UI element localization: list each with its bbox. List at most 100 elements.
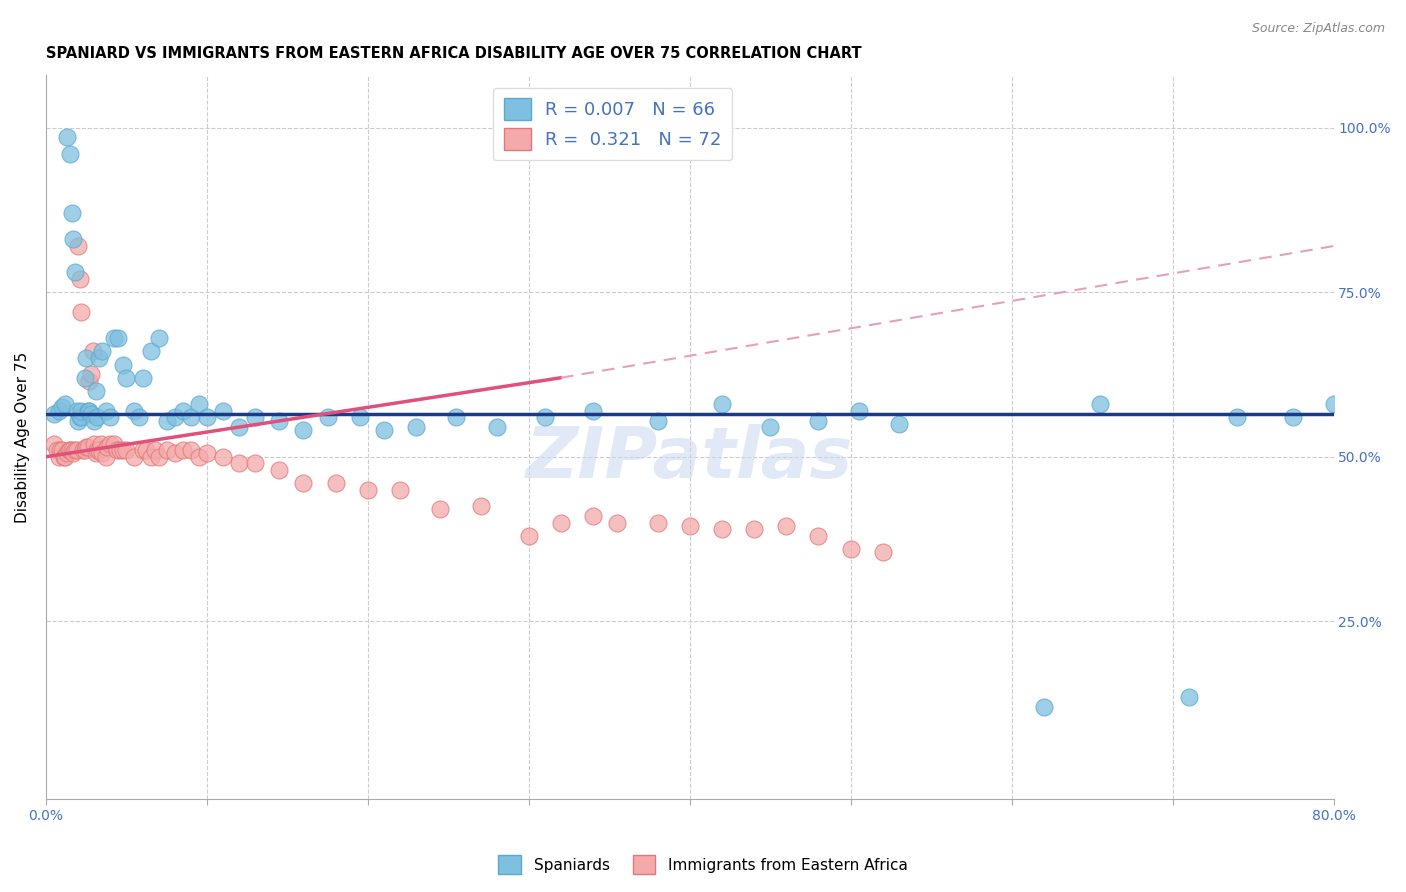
Point xyxy=(163,410,186,425)
Point xyxy=(131,443,153,458)
Point xyxy=(325,476,347,491)
Point xyxy=(349,410,371,425)
Point xyxy=(108,443,131,458)
Point xyxy=(105,443,128,458)
Point xyxy=(156,413,179,427)
Point xyxy=(163,446,186,460)
Point xyxy=(76,440,98,454)
Point xyxy=(62,232,84,246)
Point xyxy=(96,440,118,454)
Y-axis label: Disability Age Over 75: Disability Age Over 75 xyxy=(15,351,30,523)
Point xyxy=(131,370,153,384)
Point xyxy=(98,410,121,425)
Point xyxy=(115,443,138,458)
Point xyxy=(145,443,167,458)
Point xyxy=(1322,397,1344,411)
Point xyxy=(187,397,209,411)
Point xyxy=(46,443,69,458)
Point xyxy=(775,519,797,533)
Point xyxy=(86,410,108,425)
Point xyxy=(73,370,96,384)
Point xyxy=(195,410,218,425)
Point xyxy=(839,541,862,556)
Point xyxy=(91,344,114,359)
Point xyxy=(710,397,733,411)
Point xyxy=(292,424,315,438)
Point xyxy=(550,516,572,530)
Point xyxy=(53,450,76,464)
Point xyxy=(115,370,138,384)
Point xyxy=(87,351,110,365)
Point xyxy=(51,443,73,458)
Point xyxy=(245,410,267,425)
Legend: Spaniards, Immigrants from Eastern Africa: Spaniards, Immigrants from Eastern Afric… xyxy=(492,849,914,880)
Point xyxy=(112,358,135,372)
Point xyxy=(373,424,395,438)
Point xyxy=(1282,410,1305,425)
Point xyxy=(582,508,605,523)
Point xyxy=(65,403,87,417)
Point xyxy=(807,529,830,543)
Point xyxy=(872,545,894,559)
Point xyxy=(59,147,82,161)
Point xyxy=(647,516,669,530)
Point xyxy=(103,436,125,450)
Point xyxy=(534,410,557,425)
Point xyxy=(67,413,90,427)
Point xyxy=(98,436,121,450)
Point xyxy=(42,407,65,421)
Point xyxy=(887,417,910,431)
Point xyxy=(195,446,218,460)
Point xyxy=(94,450,117,464)
Point xyxy=(80,368,103,382)
Point xyxy=(65,443,87,458)
Point xyxy=(56,130,79,145)
Point xyxy=(90,436,112,450)
Point xyxy=(107,331,129,345)
Point xyxy=(606,516,628,530)
Point xyxy=(53,397,76,411)
Point xyxy=(1177,690,1199,704)
Point xyxy=(582,403,605,417)
Point xyxy=(62,446,84,460)
Point xyxy=(139,450,162,464)
Point xyxy=(245,456,267,470)
Point xyxy=(228,456,250,470)
Point xyxy=(73,443,96,458)
Point xyxy=(70,403,93,417)
Point xyxy=(60,443,83,458)
Point xyxy=(124,403,146,417)
Point xyxy=(429,502,451,516)
Point xyxy=(172,443,194,458)
Point xyxy=(172,403,194,417)
Point xyxy=(292,476,315,491)
Point xyxy=(148,450,170,464)
Point xyxy=(148,331,170,345)
Point xyxy=(470,499,492,513)
Text: ZIPatlas: ZIPatlas xyxy=(526,425,853,493)
Point xyxy=(679,519,702,533)
Point xyxy=(91,446,114,460)
Point xyxy=(79,403,101,417)
Point xyxy=(389,483,412,497)
Point xyxy=(60,206,83,220)
Point xyxy=(49,443,72,458)
Point xyxy=(67,239,90,253)
Point xyxy=(647,413,669,427)
Point xyxy=(51,401,73,415)
Point xyxy=(103,331,125,345)
Point xyxy=(316,410,339,425)
Point xyxy=(1088,397,1111,411)
Legend: R = 0.007   N = 66, R =  0.321   N = 72: R = 0.007 N = 66, R = 0.321 N = 72 xyxy=(492,87,733,161)
Point xyxy=(405,420,427,434)
Point xyxy=(75,351,97,365)
Point xyxy=(139,344,162,359)
Point xyxy=(52,450,75,464)
Point xyxy=(63,443,86,458)
Point xyxy=(128,410,150,425)
Point xyxy=(69,272,91,286)
Point xyxy=(759,420,782,434)
Point xyxy=(56,446,79,460)
Point xyxy=(742,522,765,536)
Point xyxy=(269,463,291,477)
